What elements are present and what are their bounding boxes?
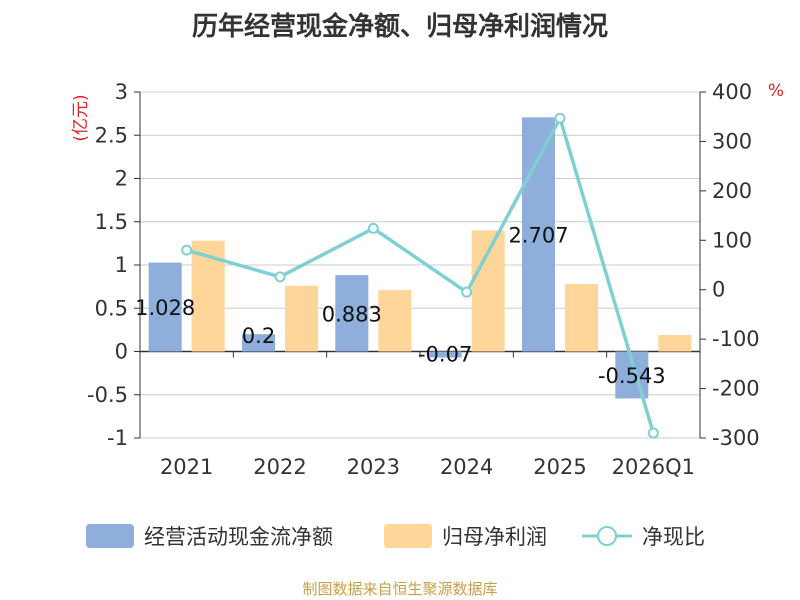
left-axis-unit: (亿元) xyxy=(71,94,91,141)
bar-data-label: -0.543 xyxy=(598,364,666,388)
line-point-net-cash-ratio xyxy=(461,286,473,298)
left-tick-label: -1 xyxy=(107,426,128,450)
bar-data-label: 0.2 xyxy=(242,324,275,348)
chart-title: 历年经营现金净额、归母净利润情况 xyxy=(192,11,608,42)
bar-net-profit xyxy=(658,335,692,352)
x-tick-label: 2024 xyxy=(440,455,493,479)
bar-net-profit xyxy=(285,285,318,352)
right-tick-label: 400 xyxy=(712,80,752,104)
left-tick-label: 2.5 xyxy=(95,123,128,147)
left-tick-label: 1 xyxy=(115,253,128,277)
bar-net-profit xyxy=(565,284,598,352)
right-tick-label: 100 xyxy=(712,228,752,252)
line-net-cash-ratio xyxy=(186,113,656,434)
bar-operating-cashflow xyxy=(428,351,462,358)
bar-data-label: -0.07 xyxy=(418,343,472,367)
bar-data-label: 1.028 xyxy=(135,296,195,320)
bar-operating-cashflow xyxy=(148,262,182,352)
axes: -1 -0.5 0 0.5 1 1.5 2 2.5 3 -300 -200 -100 0 100 200 30… xyxy=(87,80,760,479)
bar-operating-cashflow xyxy=(335,275,369,352)
left-tick-label: 0 xyxy=(115,340,128,364)
right-tick-label: 200 xyxy=(712,179,752,203)
bar-data-label: 2.707 xyxy=(508,223,568,247)
left-tick-label: -0.5 xyxy=(87,383,128,407)
line-point-net-cash-ratio xyxy=(367,222,379,234)
legend-label-net-profit: 归母净利润 xyxy=(442,525,547,549)
x-tick-label: 2021 xyxy=(160,455,213,479)
x-tick-label: 2022 xyxy=(253,455,306,479)
line-point-net-cash-ratio xyxy=(647,427,659,439)
right-axis-unit: % xyxy=(768,81,784,101)
left-tick-label: 2 xyxy=(115,167,128,191)
left-tick-label: 0.5 xyxy=(95,296,128,320)
left-tick-label: 3 xyxy=(115,80,128,104)
right-tick-label: -200 xyxy=(712,377,760,401)
legend: 经营活动现金流净额 归母净利润 净现比 xyxy=(86,524,705,549)
bar-operating-cashflow xyxy=(242,334,275,352)
line-series xyxy=(181,112,659,439)
right-tick-label: -300 xyxy=(712,426,760,450)
left-tick-label: 1.5 xyxy=(95,210,128,234)
x-tick-label: 2026Q1 xyxy=(612,455,695,479)
data-source: 制图数据来自恒生聚源数据库 xyxy=(302,580,497,598)
legend-swatch-net-profit xyxy=(384,524,432,548)
line-point-net-cash-ratio xyxy=(274,271,286,283)
right-tick-label: 300 xyxy=(712,129,752,153)
right-tick-label: -100 xyxy=(712,327,760,351)
right-tick-label: 0 xyxy=(712,278,725,302)
x-tick-label: 2023 xyxy=(347,455,400,479)
line-point-net-cash-ratio xyxy=(181,244,193,256)
line-point-net-cash-ratio xyxy=(554,112,566,124)
data-labels: 1.028 0.2 0.883 -0.07 2.707 -0.543 xyxy=(135,223,666,388)
x-tick-label: 2025 xyxy=(533,455,586,479)
bar-data-label: 0.883 xyxy=(322,302,382,326)
legend-marker-net-cash-ratio xyxy=(597,526,617,546)
bar-net-profit xyxy=(378,290,412,352)
legend-label-operating-cashflow: 经营活动现金流净额 xyxy=(144,525,333,549)
legend-swatch-operating-cashflow xyxy=(86,524,134,548)
legend-label-net-cash-ratio: 净现比 xyxy=(642,525,705,549)
